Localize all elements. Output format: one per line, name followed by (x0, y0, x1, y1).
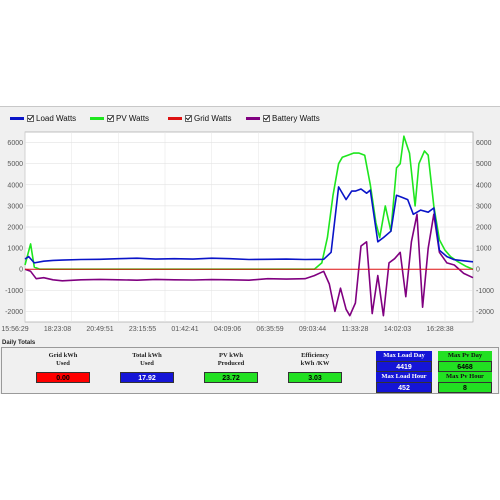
y-tick-label-left: 2000 (7, 225, 23, 232)
daily-totals: Daily Totals Grid kWh Used 0.00 Total kW… (0, 340, 500, 394)
legend-label-load: Load Watts (36, 114, 77, 123)
max-pv-hour-value: 8 (438, 382, 492, 393)
grid-kwh-used: Grid kWh Used 0.00 (24, 352, 102, 383)
legend-checkbox-battery[interactable] (263, 115, 270, 122)
legend-item-pv[interactable]: PV Watts (90, 114, 149, 123)
y-tick-label-right: -1000 (476, 288, 494, 295)
x-tick-label: 15:56:29 (1, 326, 28, 333)
y-tick-label-right: 5000 (476, 161, 492, 168)
legend-label-battery: Battery Watts (272, 114, 320, 123)
legend-label-grid: Grid Watts (194, 114, 232, 123)
x-tick-label: 11:33:28 (342, 326, 369, 333)
grid-kwh-used-label: Grid kWh Used (48, 352, 78, 367)
battery-watts-line (24, 213, 474, 317)
x-tick-label: 16:28:38 (426, 326, 453, 333)
x-tick-label: 09:03:44 (299, 326, 326, 333)
legend-swatch-battery (246, 117, 260, 120)
x-tick-label: 18:23:08 (44, 326, 71, 333)
max-load-hour-value: 452 (376, 382, 432, 393)
x-tick-label: 06:35:59 (256, 326, 283, 333)
legend-item-battery[interactable]: Battery Watts (246, 114, 320, 123)
max-pv-day-label: Max Pv Day (438, 351, 492, 361)
pv-kwh-produced: PV kWh Produced 23.72 (192, 352, 270, 383)
legend-checkbox-pv[interactable] (107, 115, 114, 122)
y-tick-label-left: -1000 (5, 288, 23, 295)
y-tick-label-left: 1000 (7, 246, 23, 253)
total-kwh-used-label: Total kWh Used (132, 352, 162, 367)
efficiency-label: Efficiency kWh /KW (300, 352, 330, 367)
daily-totals-title: Daily Totals (2, 340, 36, 346)
legend-swatch-pv (90, 117, 104, 120)
total-kwh-used: Total kWh Used 17.92 (108, 352, 186, 383)
legend-checkbox-grid[interactable] (185, 115, 192, 122)
y-tick-label-right: 4000 (476, 182, 492, 189)
max-load-hour-label: Max Load Hour (376, 372, 432, 382)
legend-swatch-grid (168, 117, 182, 120)
y-tick-label-right: 1000 (476, 246, 492, 253)
legend-swatch-load (10, 117, 24, 120)
y-tick-label-left: 6000 (7, 140, 23, 147)
y-tick-label-right: 3000 (476, 203, 492, 210)
x-tick-label: 04:09:06 (214, 326, 241, 333)
efficiency: Efficiency kWh /KW 3.03 (276, 352, 354, 383)
daily-totals-box: Grid kWh Used 0.00 Total kWh Used 17.92 … (1, 347, 499, 394)
legend-label-pv: PV Watts (116, 114, 150, 123)
y-tick-label-left: 3000 (7, 203, 23, 210)
max-load-day-value: 4419 (376, 361, 432, 372)
legend-checkbox-load[interactable] (27, 115, 34, 122)
y-tick-label-left: 0 (19, 267, 23, 274)
y-tick-label-right: -2000 (476, 309, 494, 316)
x-tick-label: 01:42:41 (171, 326, 198, 333)
y-tick-label-left: 4000 (7, 182, 23, 189)
y-tick-label-right: 6000 (476, 140, 492, 147)
chart-legend: Load Watts PV Watts Grid Watts Battery W… (0, 108, 500, 130)
power-chart[interactable]: -2000 -2000 -1000 -1000 0 0 1000 1000 2000 2000 30… (0, 128, 500, 340)
load-watts-line (24, 186, 474, 264)
max-pv-hour-label: Max Pv Hour (438, 372, 492, 382)
efficiency-value: 3.03 (288, 372, 342, 383)
legend-item-grid[interactable]: Grid Watts (168, 114, 231, 123)
x-tick-label: 14:02:03 (384, 326, 411, 333)
max-load-day-label: Max Load Day (376, 351, 432, 361)
legend-item-load[interactable]: Load Watts (10, 114, 76, 123)
y-tick-label-left: 5000 (7, 161, 23, 168)
y-tick-label-right: 0 (476, 267, 480, 274)
max-pv-day-value: 6468 (438, 361, 492, 372)
grid-kwh-used-value: 0.00 (36, 372, 90, 383)
y-tick-label-left: -2000 (5, 309, 23, 316)
x-tick-label: 23:15:55 (129, 326, 156, 333)
total-kwh-used-value: 17.92 (120, 372, 174, 383)
y-tick-label-right: 2000 (476, 225, 492, 232)
pv-kwh-produced-label: PV kWh Produced (217, 352, 245, 367)
x-tick-label: 20:49:51 (86, 326, 113, 333)
pv-kwh-produced-value: 23.72 (204, 372, 258, 383)
